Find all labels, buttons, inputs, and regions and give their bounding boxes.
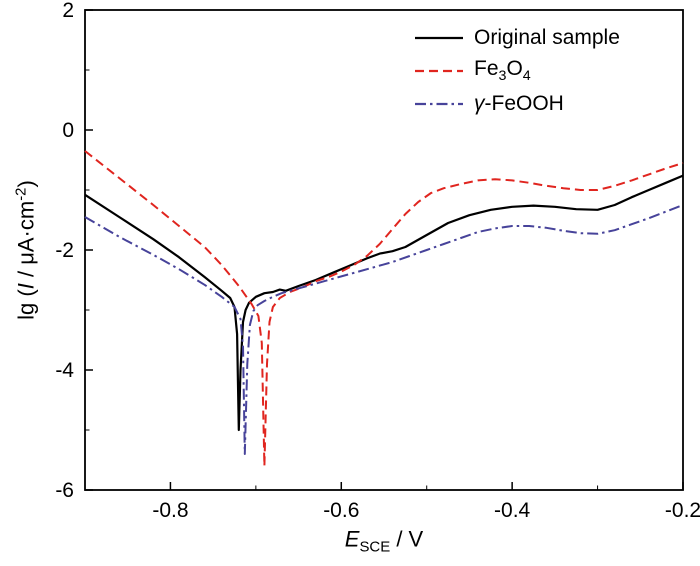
series-original-sample (84, 174, 684, 432)
x-tick-label: -0.4 (494, 499, 531, 522)
y-tick-label: -6 (55, 479, 74, 502)
legend-label: γ-FeOOH (474, 92, 564, 115)
y-axis-label: lg (I / μA·cm-2) (12, 180, 39, 320)
chart-legend: Original sample Fe3O4 γ-FeOOH (414, 21, 620, 120)
legend-line-sample (415, 69, 463, 72)
x-tick-label: -0.8 (152, 499, 188, 522)
series-fe3o4 (84, 150, 684, 467)
legend-label: Original sample (474, 26, 620, 49)
y-tick-label: 2 (62, 0, 74, 22)
legend-label: Fe3O4 (474, 56, 531, 84)
legend-line-sample (415, 102, 463, 105)
y-tick-label: -4 (55, 359, 74, 382)
legend-item-original-sample: Original sample (414, 21, 620, 54)
legend-line-sample (415, 36, 463, 39)
series-gamma-feooh (84, 204, 684, 455)
y-tick-label: -2 (55, 239, 74, 262)
x-axis-label: ESCE / V (344, 526, 424, 556)
legend-item-gamma-feooh: γ-FeOOH (414, 87, 620, 120)
legend-item-fe3o4: Fe3O4 (414, 54, 620, 87)
x-tick-label: -0.6 (323, 499, 359, 522)
x-tick-label: -0.2 (665, 499, 700, 522)
y-tick-label: 0 (62, 119, 74, 142)
